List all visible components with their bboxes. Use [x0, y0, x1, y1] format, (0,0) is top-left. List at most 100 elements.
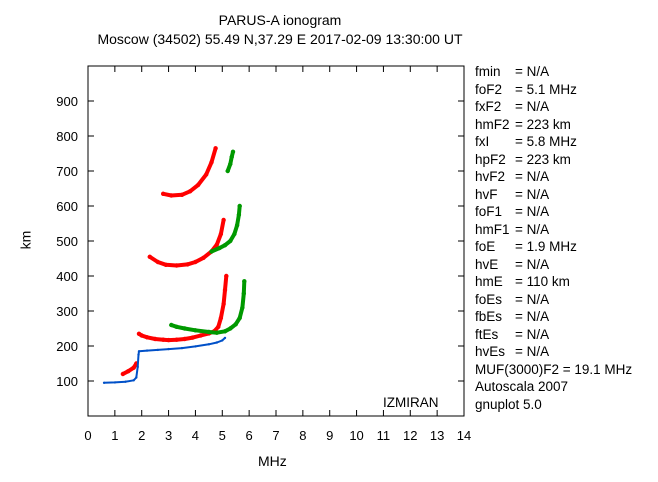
param-row-hmf2: hmF2 = 223 km: [475, 116, 632, 134]
data-point: [198, 333, 203, 338]
param-row-hvf: hvF = N/A: [475, 186, 632, 204]
data-point: [169, 322, 174, 328]
y-tick-label: 500: [56, 234, 78, 249]
x-axis-label: MHz: [258, 453, 287, 469]
data-point: [228, 161, 233, 167]
data-point: [214, 242, 220, 247]
data-point: [206, 329, 212, 335]
param-row-fof1: foF1 = N/A: [475, 203, 632, 221]
data-point: [223, 336, 227, 340]
plot-frame: [87, 65, 465, 417]
x-tick-label: 2: [138, 428, 145, 443]
param-name: hpF2: [475, 151, 506, 167]
y-tick-label: 100: [56, 374, 78, 389]
data-point: [136, 365, 139, 369]
data-point: [224, 273, 229, 279]
param-name: hmF1: [475, 221, 510, 237]
data-point: [182, 326, 187, 331]
data-point: [187, 189, 193, 194]
param-row-ftes: ftEs = N/A: [475, 326, 632, 344]
param-row-fxf2: fxF2 = N/A: [475, 98, 632, 116]
data-point: [132, 379, 135, 382]
data-point: [194, 345, 197, 348]
data-point: [113, 381, 117, 384]
x-tick-label: 13: [430, 428, 444, 443]
data-point: [144, 335, 150, 340]
data-point: [221, 301, 226, 307]
x-tick-label: 0: [84, 428, 91, 443]
data-point: [222, 287, 228, 293]
param-name: ftEs: [475, 326, 499, 342]
param-name: hmF2: [475, 116, 510, 132]
param-value: = 5.1 MHz: [515, 81, 577, 97]
data-point: [169, 193, 174, 198]
data-point: [236, 212, 242, 217]
data-point: [147, 254, 152, 259]
param-row-fof2: foF2 = 5.1 MHz: [475, 81, 632, 99]
data-point: [204, 172, 209, 177]
data-point: [131, 365, 136, 370]
param-value: = N/A: [515, 291, 550, 307]
series-line: [147, 218, 226, 268]
data-point: [221, 217, 226, 223]
data-point: [234, 223, 240, 228]
y-tick-label: 200: [56, 339, 78, 354]
data-point: [201, 255, 206, 260]
data-point: [145, 349, 149, 352]
data-point: [137, 350, 141, 353]
data-point: [167, 347, 170, 351]
param-value: = 223 km: [515, 151, 571, 167]
x-tick-label: 9: [326, 428, 333, 443]
param-row-hme: hmE = 110 km: [475, 273, 632, 291]
param-name: foF1: [475, 204, 503, 219]
x-tick-label: 6: [246, 428, 253, 443]
data-point: [161, 337, 166, 342]
y-tick-label: 300: [56, 304, 78, 319]
param-name: hvF2: [475, 169, 506, 184]
param-name: hvF: [475, 186, 498, 202]
data-point: [155, 259, 160, 265]
x-tick-label: 3: [165, 428, 172, 443]
data-point: [179, 192, 185, 197]
y-tick-label: 900: [56, 94, 78, 109]
param-value: = N/A: [515, 221, 550, 237]
x-tick-label: 10: [349, 428, 363, 443]
data-point: [209, 160, 214, 165]
data-point: [209, 249, 214, 254]
data-point: [218, 231, 224, 237]
data-point: [163, 262, 169, 267]
data-point: [217, 245, 222, 251]
param-row-hvf2: hvF2 = N/A: [475, 168, 632, 186]
data-point: [195, 182, 201, 188]
param-row-fbes: fbEs = N/A: [475, 308, 632, 326]
data-point: [180, 346, 184, 350]
param-row-hpf2: hpF2 = 223 km: [475, 151, 632, 169]
param-value: = 5.8 MHz: [515, 134, 577, 149]
data-point: [240, 305, 245, 310]
param-name: hmE: [475, 274, 503, 289]
param-value: = N/A: [515, 256, 550, 272]
autoscala-label: Autoscala 2007: [475, 379, 569, 394]
data-point: [221, 339, 224, 342]
data-point: [174, 324, 179, 329]
parameters-panel: fmin = N/A foF2 = 5.1 MHz fxF2 = N/A hmF2 = 223…: [475, 63, 632, 413]
data-point: [215, 341, 219, 344]
y-tick-label: 800: [56, 129, 78, 144]
x-tick-label: 7: [272, 428, 279, 443]
param-row-hves: hvEs = N/A: [475, 343, 632, 361]
x-tick-label: 12: [403, 428, 417, 443]
param-value: = 1.9 MHz: [515, 239, 577, 254]
param-value: = N/A: [515, 186, 550, 202]
x-tick-label: 4: [192, 428, 199, 443]
data-point: [214, 330, 220, 335]
series-line: [161, 146, 218, 198]
param-value: = 110 km: [515, 274, 570, 289]
data-point: [229, 154, 234, 160]
data-point: [193, 328, 198, 333]
data-point: [237, 203, 242, 209]
data-point: [126, 369, 131, 374]
muf-readout: MUF(3000)F2 = 19.1 MHz: [475, 361, 633, 377]
param-row-foes: foEs = N/A: [475, 291, 632, 309]
y-axis-label: km: [17, 230, 34, 250]
brand-label: IZMIRAN: [383, 395, 439, 410]
